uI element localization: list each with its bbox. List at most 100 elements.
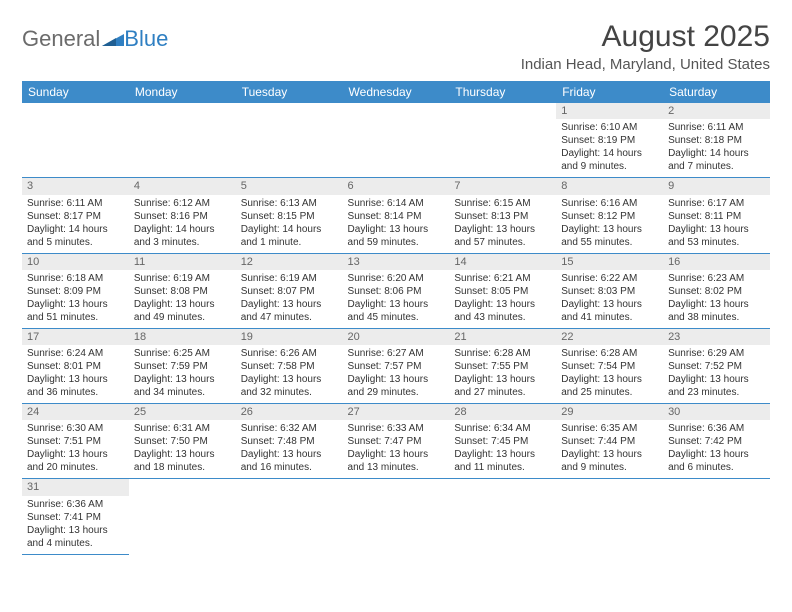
- day-info: Sunrise: 6:12 AMSunset: 8:16 PMDaylight:…: [134, 197, 231, 249]
- empty-cell: [236, 479, 343, 554]
- day-cell: 26Sunrise: 6:32 AMSunset: 7:48 PMDayligh…: [236, 404, 343, 479]
- day-number: 31: [22, 479, 129, 495]
- day-cell: 5 Sunrise: 6:13 AMSunset: 8:15 PMDaylight…: [236, 178, 343, 253]
- day-number: 6: [343, 178, 450, 194]
- day-cell: 14Sunrise: 6:21 AMSunset: 8:05 PMDayligh…: [449, 253, 556, 328]
- empty-cell: [663, 479, 770, 554]
- day-number: 19: [236, 329, 343, 345]
- day-number: 15: [556, 254, 663, 270]
- day-cell: 28Sunrise: 6:34 AMSunset: 7:45 PMDayligh…: [449, 404, 556, 479]
- day-info: Sunrise: 6:19 AMSunset: 8:08 PMDaylight:…: [134, 272, 231, 324]
- day-number: 5: [236, 178, 343, 194]
- day-cell: 3 Sunrise: 6:11 AMSunset: 8:17 PMDaylight…: [22, 178, 129, 253]
- day-cell: 12 Sunrise: 6:19 AMSunset: 8:07 PMDayligh…: [236, 253, 343, 328]
- day-cell: 9Sunrise: 6:17 AMSunset: 8:11 PMDaylight…: [663, 178, 770, 253]
- day-cell: 4 Sunrise: 6:12 AMSunset: 8:16 PMDaylight…: [129, 178, 236, 253]
- day-info: Sunrise: 6:14 AMSunset: 8:14 PMDaylight:…: [348, 197, 445, 249]
- title-block: August 2025 Indian Head, Maryland, Unite…: [521, 20, 770, 73]
- logo: General Blue: [22, 26, 168, 52]
- day-cell: 2 Sunrise: 6:11 AMSunset: 8:18 PMDaylight…: [663, 103, 770, 178]
- weekday-header: Monday: [129, 81, 236, 103]
- logo-text-blue: Blue: [124, 26, 168, 52]
- day-info: Sunrise: 6:36 AMSunset: 7:42 PMDaylight:…: [668, 422, 765, 474]
- empty-cell: [236, 103, 343, 178]
- day-cell: 31 Sunrise: 6:36 AMSunset: 7:41 PMDayligh…: [22, 479, 129, 554]
- day-number: 22: [556, 329, 663, 345]
- day-info: Sunrise: 6:13 AMSunset: 8:15 PMDaylight:…: [241, 197, 338, 249]
- day-cell: 17 Sunrise: 6:24 AMSunset: 8:01 PMDayligh…: [22, 328, 129, 403]
- empty-cell: [343, 479, 450, 554]
- day-info: Sunrise: 6:29 AMSunset: 7:52 PMDaylight:…: [668, 347, 765, 399]
- day-number: 10: [22, 254, 129, 270]
- day-info: Sunrise: 6:31 AMSunset: 7:50 PMDaylight:…: [134, 422, 231, 474]
- day-number: 29: [556, 404, 663, 420]
- logo-triangle-icon: [102, 26, 124, 52]
- day-cell: 1 Sunrise: 6:10 AMSunset: 8:19 PMDaylight…: [556, 103, 663, 178]
- day-info: Sunrise: 6:26 AMSunset: 7:58 PMDaylight:…: [241, 347, 338, 399]
- day-number: 2: [663, 103, 770, 119]
- empty-cell: [129, 103, 236, 178]
- weekday-header: Wednesday: [343, 81, 450, 103]
- day-number: 27: [343, 404, 450, 420]
- day-number: 18: [129, 329, 236, 345]
- day-cell: 22 Sunrise: 6:28 AMSunset: 7:54 PMDayligh…: [556, 328, 663, 403]
- day-number: 1: [556, 103, 663, 119]
- day-info: Sunrise: 6:27 AMSunset: 7:57 PMDaylight:…: [348, 347, 445, 399]
- weekday-header: Sunday: [22, 81, 129, 103]
- day-info: Sunrise: 6:36 AMSunset: 7:41 PMDaylight:…: [27, 498, 124, 550]
- logo-text-general: General: [22, 26, 100, 52]
- day-number: 24: [22, 404, 129, 420]
- day-cell: 25 Sunrise: 6:31 AMSunset: 7:50 PMDayligh…: [129, 404, 236, 479]
- empty-cell: [129, 479, 236, 554]
- day-number: 12: [236, 254, 343, 270]
- day-cell: 16Sunrise: 6:23 AMSunset: 8:02 PMDayligh…: [663, 253, 770, 328]
- day-number: 3: [22, 178, 129, 194]
- day-cell: 24 Sunrise: 6:30 AMSunset: 7:51 PMDayligh…: [22, 404, 129, 479]
- calendar-head: SundayMondayTuesdayWednesdayThursdayFrid…: [22, 81, 770, 103]
- day-number: 26: [236, 404, 343, 420]
- calendar-row: 17 Sunrise: 6:24 AMSunset: 8:01 PMDayligh…: [22, 328, 770, 403]
- day-info: Sunrise: 6:11 AMSunset: 8:17 PMDaylight:…: [27, 197, 124, 249]
- weekday-header: Tuesday: [236, 81, 343, 103]
- day-info: Sunrise: 6:35 AMSunset: 7:44 PMDaylight:…: [561, 422, 658, 474]
- calendar-row: 3 Sunrise: 6:11 AMSunset: 8:17 PMDaylight…: [22, 178, 770, 253]
- day-cell: 11 Sunrise: 6:19 AMSunset: 8:08 PMDayligh…: [129, 253, 236, 328]
- day-info: Sunrise: 6:23 AMSunset: 8:02 PMDaylight:…: [668, 272, 765, 324]
- calendar-table: SundayMondayTuesdayWednesdayThursdayFrid…: [22, 81, 770, 555]
- weekday-row: SundayMondayTuesdayWednesdayThursdayFrid…: [22, 81, 770, 103]
- day-info: Sunrise: 6:10 AMSunset: 8:19 PMDaylight:…: [561, 121, 658, 173]
- day-number: 8: [556, 178, 663, 194]
- day-info: Sunrise: 6:30 AMSunset: 7:51 PMDaylight:…: [27, 422, 124, 474]
- day-cell: 6 Sunrise: 6:14 AMSunset: 8:14 PMDaylight…: [343, 178, 450, 253]
- day-number: 7: [449, 178, 556, 194]
- day-cell: 19 Sunrise: 6:26 AMSunset: 7:58 PMDayligh…: [236, 328, 343, 403]
- location-label: Indian Head, Maryland, United States: [521, 56, 770, 73]
- calendar-row: 24 Sunrise: 6:30 AMSunset: 7:51 PMDayligh…: [22, 404, 770, 479]
- day-info: Sunrise: 6:11 AMSunset: 8:18 PMDaylight:…: [668, 121, 765, 173]
- day-info: Sunrise: 6:28 AMSunset: 7:54 PMDaylight:…: [561, 347, 658, 399]
- day-cell: 30Sunrise: 6:36 AMSunset: 7:42 PMDayligh…: [663, 404, 770, 479]
- day-cell: 29 Sunrise: 6:35 AMSunset: 7:44 PMDayligh…: [556, 404, 663, 479]
- day-number: 4: [129, 178, 236, 194]
- day-number: 9: [663, 178, 770, 194]
- day-info: Sunrise: 6:24 AMSunset: 8:01 PMDaylight:…: [27, 347, 124, 399]
- day-cell: 21Sunrise: 6:28 AMSunset: 7:55 PMDayligh…: [449, 328, 556, 403]
- header: General Blue August 2025 Indian Head, Ma…: [22, 20, 770, 73]
- day-number: 17: [22, 329, 129, 345]
- weekday-header: Saturday: [663, 81, 770, 103]
- calendar-body: 1 Sunrise: 6:10 AMSunset: 8:19 PMDaylight…: [22, 103, 770, 554]
- day-info: Sunrise: 6:33 AMSunset: 7:47 PMDaylight:…: [348, 422, 445, 474]
- page-title: August 2025: [521, 20, 770, 54]
- calendar-row: 1 Sunrise: 6:10 AMSunset: 8:19 PMDaylight…: [22, 103, 770, 178]
- day-number: 13: [343, 254, 450, 270]
- day-info: Sunrise: 6:19 AMSunset: 8:07 PMDaylight:…: [241, 272, 338, 324]
- day-info: Sunrise: 6:15 AMSunset: 8:13 PMDaylight:…: [454, 197, 551, 249]
- calendar-row: 10Sunrise: 6:18 AMSunset: 8:09 PMDayligh…: [22, 253, 770, 328]
- day-cell: 13Sunrise: 6:20 AMSunset: 8:06 PMDayligh…: [343, 253, 450, 328]
- day-info: Sunrise: 6:22 AMSunset: 8:03 PMDaylight:…: [561, 272, 658, 324]
- day-info: Sunrise: 6:25 AMSunset: 7:59 PMDaylight:…: [134, 347, 231, 399]
- day-number: 20: [343, 329, 450, 345]
- day-number: 25: [129, 404, 236, 420]
- day-number: 11: [129, 254, 236, 270]
- day-number: 28: [449, 404, 556, 420]
